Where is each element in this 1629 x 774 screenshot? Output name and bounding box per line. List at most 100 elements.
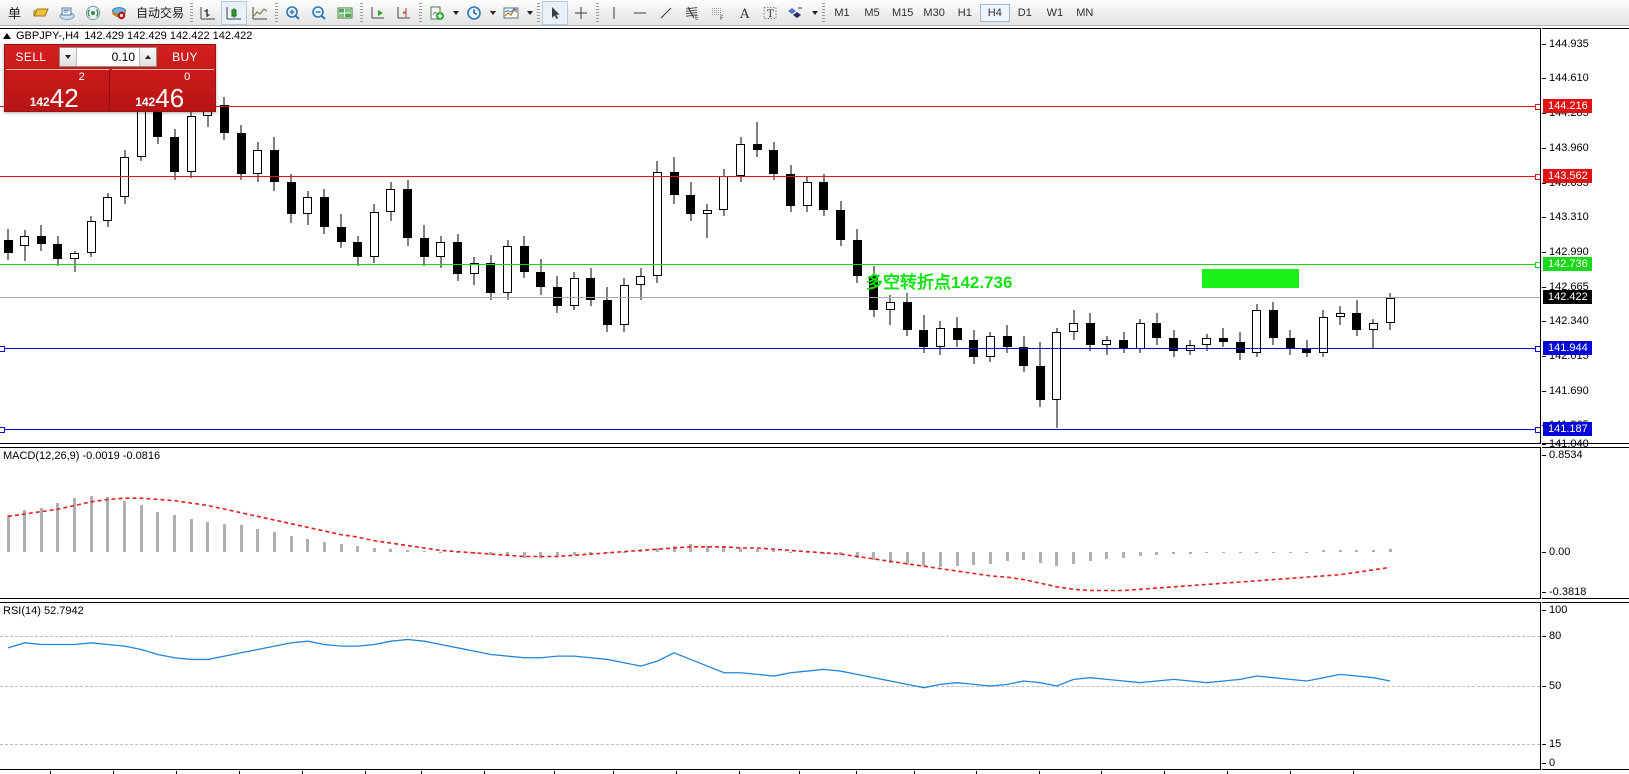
price-level-tag[interactable]: 142.736 [1543, 256, 1592, 271]
period-clock-icon[interactable] [461, 1, 487, 25]
candle-body-bearish [36, 235, 46, 245]
candle-wick [1106, 336, 1108, 356]
buy-price-quote[interactable]: 142 46 0 [111, 69, 214, 112]
level-line-last-price[interactable] [0, 297, 1540, 299]
line-chart-icon[interactable] [247, 1, 273, 25]
chevron-down-icon[interactable] [524, 2, 535, 24]
level-line-handle[interactable] [1535, 173, 1540, 180]
timeframe-h1[interactable]: H1 [957, 6, 972, 19]
level-line-support[interactable] [0, 427, 1540, 434]
timeframe-m1[interactable]: M1 [834, 6, 850, 19]
candlestick [419, 29, 429, 443]
menu-list-icon[interactable]: 单 [2, 1, 28, 25]
green-highlight-box[interactable] [1202, 269, 1299, 288]
level-line-handle[interactable] [0, 346, 5, 353]
candlestick [752, 29, 762, 443]
candlestick [669, 29, 679, 443]
candlestick [253, 29, 263, 443]
cursor-icon[interactable] [542, 0, 569, 25]
chevron-down-icon[interactable] [487, 2, 498, 24]
level-line-pivot[interactable] [0, 261, 1540, 268]
folder-icon[interactable] [28, 1, 54, 25]
rsi-pane[interactable]: RSI(14) 52.7942 [0, 602, 1541, 770]
level-line-resistance[interactable] [0, 173, 1540, 180]
sell-button[interactable]: SELL [15, 50, 47, 64]
level-line-support[interactable] [0, 346, 1540, 353]
tile-windows-icon[interactable] [332, 1, 358, 25]
candlestick [1169, 29, 1179, 443]
zoom-out-icon[interactable] [306, 1, 332, 25]
candlestick [1302, 29, 1312, 443]
objects-icon[interactable] [783, 1, 809, 25]
level-line-handle[interactable] [0, 427, 5, 434]
candlestick [219, 29, 229, 443]
candlestick-chart-icon[interactable] [221, 0, 248, 25]
text-icon[interactable]: A [731, 1, 757, 25]
upload-cloud-icon[interactable] [54, 1, 80, 25]
macd-histogram-bar [89, 495, 93, 552]
chart-shift-icon[interactable] [391, 1, 417, 25]
trendline-icon[interactable] [653, 1, 679, 25]
timeframe-w1[interactable]: W1 [1046, 6, 1064, 19]
symbol-info-bar: GBPJPY-,H4 142.429 142.429 142.422 142.4… [3, 30, 252, 42]
price-level-tag[interactable]: 144.216 [1543, 98, 1592, 113]
timeframe-m30[interactable]: M30 [923, 6, 945, 19]
vline-icon[interactable] [601, 1, 627, 25]
crosshair-icon[interactable] [568, 1, 594, 25]
price-level-tag[interactable]: 141.944 [1543, 341, 1592, 356]
price-level-tag[interactable]: 142.422 [1543, 290, 1592, 305]
time-axis[interactable]: 23 Jan 201924 Jan 00:0024 Jan 16:0025 Ja… [0, 771, 1541, 774]
timeframe-m5[interactable]: M5 [864, 6, 880, 19]
zoom-in-icon[interactable] [280, 1, 306, 25]
macd-histogram-bar [56, 503, 60, 552]
candle-body-bullish [736, 143, 746, 176]
timeframe-d1[interactable]: D1 [1017, 6, 1032, 19]
level-line-handle[interactable] [1535, 103, 1540, 110]
candle-body-bullish [1185, 344, 1195, 351]
price-pane[interactable]: 多空转折点142.736 [0, 28, 1541, 444]
macd-histogram-bar [622, 551, 626, 553]
volume-decrement-button[interactable] [60, 48, 77, 66]
timeframe-m15[interactable]: M15 [892, 6, 914, 19]
volume-stepper[interactable]: 0.10 [59, 47, 157, 67]
level-line-handle[interactable] [1535, 346, 1540, 353]
price-tick: 142.665 [1542, 281, 1589, 293]
candlestick [1368, 29, 1378, 443]
price-scale[interactable]: 144.935144.610144.285143.960143.635143.3… [1542, 28, 1629, 450]
expert-advisor-icon[interactable] [106, 1, 132, 25]
timeframe-h4[interactable]: H4 [979, 3, 1010, 22]
candle-wick [889, 295, 891, 326]
level-line-handle[interactable] [1535, 427, 1540, 434]
fibo-icon[interactable]: E [679, 1, 705, 25]
indicators-icon[interactable] [498, 1, 524, 25]
level-line-handle[interactable] [1535, 261, 1540, 268]
chevron-down-icon[interactable] [809, 2, 820, 24]
chevron-down-icon[interactable] [450, 2, 461, 24]
pivot-annotation-text[interactable]: 多空转折点142.736 [866, 273, 1013, 292]
candlestick [519, 29, 529, 443]
new-chart-icon[interactable] [424, 1, 450, 25]
volume-increment-button[interactable] [139, 48, 156, 66]
broadcast-icon[interactable] [80, 1, 106, 25]
volume-input[interactable]: 0.10 [77, 48, 139, 66]
auto-scroll-icon[interactable] [365, 1, 391, 25]
candle-wick [74, 250, 76, 272]
text-box-icon[interactable]: T [757, 1, 783, 25]
candle-body-bullish [1368, 323, 1378, 330]
bar-chart-icon[interactable] [195, 1, 221, 25]
timeframe-mn[interactable]: MN [1076, 6, 1094, 19]
price-level-tag[interactable]: 143.562 [1543, 168, 1592, 183]
level-line-resistance[interactable] [0, 103, 1540, 110]
collapse-triangle-icon[interactable] [3, 33, 11, 39]
rsi-level-line [0, 744, 1540, 746]
text-label-icon[interactable]: F [705, 1, 731, 25]
macd-pane[interactable]: MACD(12,26,9) -0.0019 -0.0816 [0, 447, 1541, 599]
hline-icon[interactable] [627, 1, 653, 25]
buy-button[interactable]: BUY [172, 50, 198, 64]
price-level-tag[interactable]: 141.187 [1543, 422, 1592, 437]
candlestick [569, 29, 579, 443]
autotrade-label[interactable]: 自动交易 [136, 6, 185, 20]
macd-histogram-bar [156, 511, 160, 552]
one-click-trading-panel[interactable]: SELL 0.10 BUY 142 42 2 142 46 0 [4, 44, 216, 112]
sell-price-quote[interactable]: 142 42 2 [6, 69, 110, 112]
